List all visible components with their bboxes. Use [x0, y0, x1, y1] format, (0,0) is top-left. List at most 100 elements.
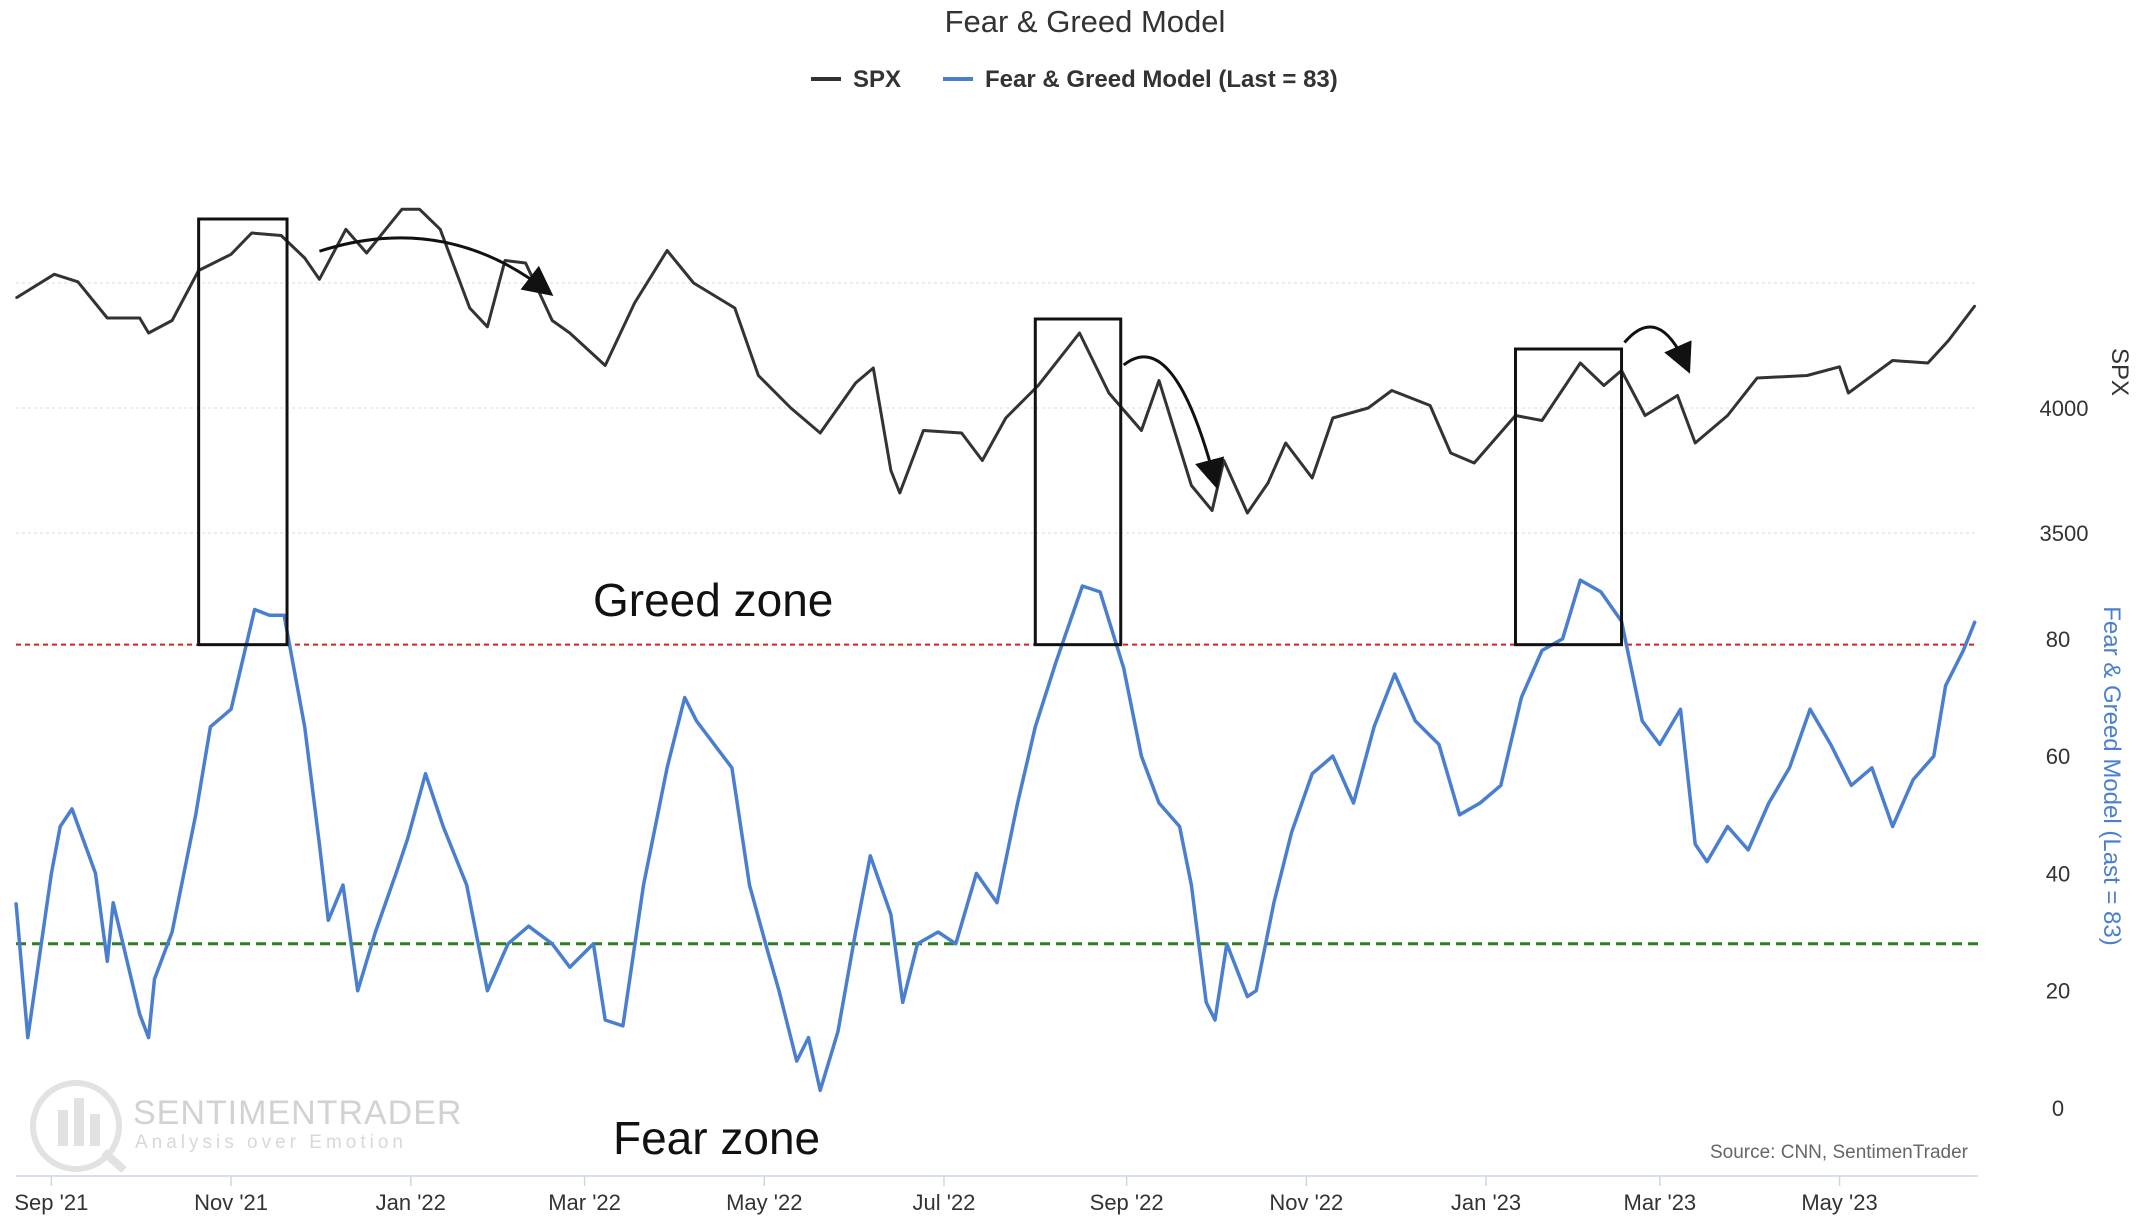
spx-point: [1211, 509, 1213, 512]
spx-point: [666, 249, 668, 252]
spx-point: [1140, 429, 1143, 432]
fear-greed-point: [112, 901, 115, 904]
spx-point: [922, 429, 925, 432]
fear-greed-point: [1600, 591, 1602, 593]
fear-greed-point: [1561, 638, 1564, 640]
spx-point: [1947, 339, 1950, 342]
fear-greed-point: [342, 884, 344, 886]
spx-point: [1078, 332, 1081, 334]
fear-greed-point: [837, 1030, 839, 1033]
fear-zone-label: Fear zone: [613, 1112, 820, 1164]
spx-point: [1838, 365, 1841, 368]
fear-greed-point: [713, 743, 715, 746]
fear-greed-point: [1641, 720, 1643, 722]
fear-greed-point: [683, 696, 686, 699]
spx-point: [1847, 392, 1850, 394]
spx-point: [1579, 362, 1582, 364]
fear-greed-point: [253, 608, 256, 611]
fear-greed-point: [890, 913, 892, 916]
spx-point: [365, 252, 368, 254]
highlight-box: [1513, 347, 1624, 647]
legend-fg-label: Fear & Greed Model (Last = 83): [985, 66, 1338, 93]
fear-greed-point: [1034, 725, 1037, 728]
fear-greed-point: [106, 960, 109, 963]
fear-greed-point: [283, 614, 285, 617]
fear-greed-point: [465, 884, 468, 886]
trend-arrows: [318, 236, 1692, 490]
spx-point: [1676, 394, 1679, 397]
fear-greed-point: [424, 772, 427, 775]
fear-greed-point: [1016, 802, 1019, 804]
fear-greed-point: [1438, 743, 1440, 746]
fear-greed-point: [569, 966, 571, 969]
spx-point: [1190, 484, 1193, 487]
spx-point: [1246, 512, 1249, 514]
fear-greed-point: [1499, 784, 1502, 787]
spx-point: [1541, 419, 1543, 422]
fear-greed-point: [1659, 743, 1661, 746]
spx-point: [280, 234, 282, 237]
fear-greed-point: [551, 942, 553, 945]
spx-point: [1267, 482, 1269, 484]
spx-point: [1005, 417, 1007, 419]
spx-point: [1603, 384, 1605, 387]
spx-axis-ticks: 3500 4000: [2040, 396, 2089, 546]
x-tick-label: Nov '21: [194, 1190, 268, 1215]
trend-arrow: [1122, 355, 1225, 490]
fear-greed-point: [1205, 1001, 1207, 1004]
spx-point: [524, 262, 527, 264]
fear-greed-point: [1352, 802, 1355, 804]
spx-points: [15, 208, 1976, 514]
x-tick-label: Sep '22: [1090, 1190, 1164, 1215]
fear-greed-point: [59, 825, 61, 828]
fear-greed-point: [1332, 755, 1334, 757]
fear-greed-point: [1122, 667, 1125, 669]
spx-point: [1311, 477, 1314, 479]
fear-greed-series-line: [14, 578, 1977, 1093]
spx-series-line: [15, 207, 1977, 515]
fear-greed-point: [604, 1019, 606, 1021]
legend: SPX Fear & Greed Model (Last = 83): [811, 66, 1338, 93]
x-axis-ticks: Sep '21 Nov '21 Jan '22 Mar '22 May '22 Jul '…: [14, 1176, 1878, 1215]
spx-point: [486, 325, 489, 328]
greed-zone-label: Greed zone: [593, 574, 833, 626]
highlight-boxes: [197, 217, 1624, 647]
spx-point: [138, 317, 141, 319]
fear-greed-point: [1290, 831, 1293, 834]
spx-point: [1891, 359, 1894, 362]
fear-greed-point: [592, 942, 595, 945]
spx-point: [1756, 377, 1758, 379]
spx-point: [1332, 417, 1334, 419]
fear-greed-point: [1809, 708, 1811, 710]
fear-greed-point: [916, 942, 919, 945]
fear-greed-point: [666, 767, 668, 769]
fear-greed-point: [1726, 825, 1729, 828]
fear-greed-point: [71, 808, 73, 810]
spx-point: [757, 374, 760, 377]
fear-greed-point: [138, 1013, 141, 1015]
fear-greed-point: [1393, 673, 1396, 675]
fear-greed-point: [901, 1001, 904, 1004]
x-tick-label: May '22: [726, 1190, 802, 1215]
spx-point: [418, 208, 421, 211]
fear-greed-point: [1311, 772, 1314, 775]
x-tick-label: May '23: [1801, 1190, 1877, 1215]
spx-point: [1429, 404, 1431, 407]
spx-point: [250, 232, 253, 234]
spx-point: [303, 257, 306, 259]
fear-greed-point: [1829, 743, 1832, 746]
trend-arrow: [1623, 325, 1692, 374]
fear-greed-point: [1891, 825, 1894, 828]
fear-greed-point: [1225, 942, 1228, 945]
fear-greed-point: [1479, 802, 1481, 804]
fear-greed-point: [1520, 696, 1523, 699]
fear-greed-point: [1214, 1019, 1216, 1021]
fear-greed-point: [1679, 708, 1682, 710]
spx-point: [1284, 442, 1287, 444]
fear-greed-point: [327, 919, 330, 922]
trend-arrow: [318, 236, 554, 297]
spx-point: [1108, 392, 1110, 394]
x-tick-label: Nov '22: [1269, 1190, 1343, 1215]
x-tick-label: Mar '22: [548, 1190, 621, 1215]
fear-greed-point: [356, 989, 359, 992]
